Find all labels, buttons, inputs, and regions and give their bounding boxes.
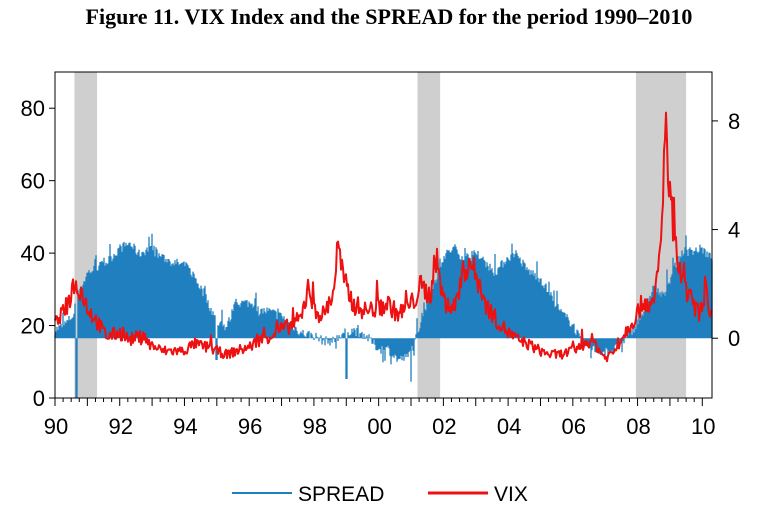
right-tick-label-4: 4 bbox=[728, 218, 740, 243]
left-tick-label-80: 80 bbox=[21, 96, 45, 121]
right-axis: 0 4 8 bbox=[712, 109, 740, 351]
x-tick-label-92: 92 bbox=[108, 414, 132, 439]
x-tick-label-96: 96 bbox=[238, 414, 262, 439]
x-tick-label-98: 98 bbox=[303, 414, 327, 439]
plot-frame bbox=[54, 71, 713, 399]
chart-title: Figure 11. VIX Index and the SPREAD for … bbox=[85, 4, 693, 29]
x-tick-label-08: 08 bbox=[626, 414, 650, 439]
left-tick-label-20: 20 bbox=[21, 314, 45, 339]
x-axis: 90 92 94 96 98 00 02 04 06 08 10 bbox=[44, 398, 716, 439]
left-tick-label-60: 60 bbox=[21, 169, 45, 194]
left-tick-label-0: 0 bbox=[33, 386, 45, 411]
left-tick-label-40: 40 bbox=[21, 241, 45, 266]
x-tick-label-90: 90 bbox=[44, 414, 68, 439]
x-tick-label-04: 04 bbox=[497, 414, 521, 439]
spread-series bbox=[54, 233, 713, 398]
recession-band-2 bbox=[417, 72, 441, 398]
x-tick-label-02: 02 bbox=[432, 414, 456, 439]
legend-spread-label: SPREAD bbox=[298, 483, 384, 506]
x-tick-label-94: 94 bbox=[173, 414, 197, 439]
x-tick-label-00: 00 bbox=[367, 414, 391, 439]
x-tick-label-06: 06 bbox=[562, 414, 586, 439]
legend-vix-label: VIX bbox=[494, 483, 528, 506]
x-tick-label-10: 10 bbox=[691, 414, 715, 439]
spread-line bbox=[54, 233, 713, 398]
vix-series bbox=[54, 111, 713, 363]
legend: SPREAD VIX bbox=[232, 483, 528, 506]
recession-band-1 bbox=[74, 72, 98, 398]
vix-line bbox=[54, 111, 713, 363]
left-axis: 0 20 40 60 80 bbox=[21, 96, 55, 411]
right-tick-label-0: 0 bbox=[728, 326, 740, 351]
right-tick-label-8: 8 bbox=[728, 109, 740, 134]
